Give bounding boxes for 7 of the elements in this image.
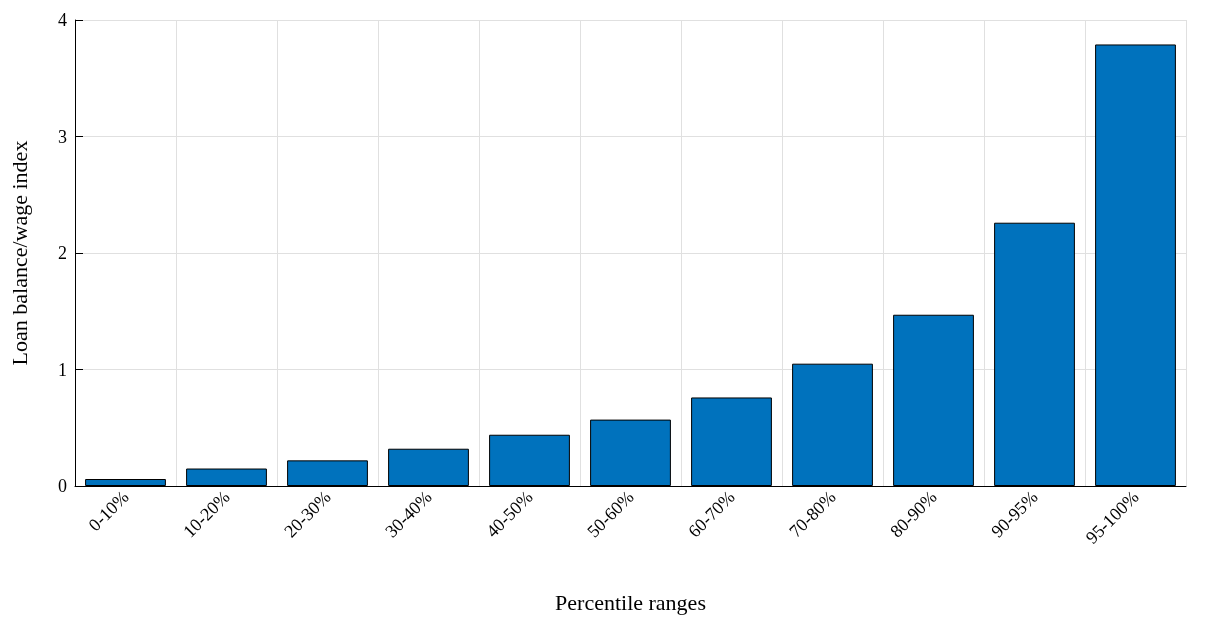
y-tick-label: 3 <box>58 126 67 147</box>
y-axis-title: Loan balance/wage index <box>6 140 32 366</box>
x-axis-title: Percentile ranges <box>555 589 706 615</box>
y-tick-label: 1 <box>58 359 67 380</box>
y-tick-label: 2 <box>58 243 67 263</box>
y-tick-label: 0 <box>58 476 67 496</box>
y-tick-label: 4 <box>58 10 67 30</box>
